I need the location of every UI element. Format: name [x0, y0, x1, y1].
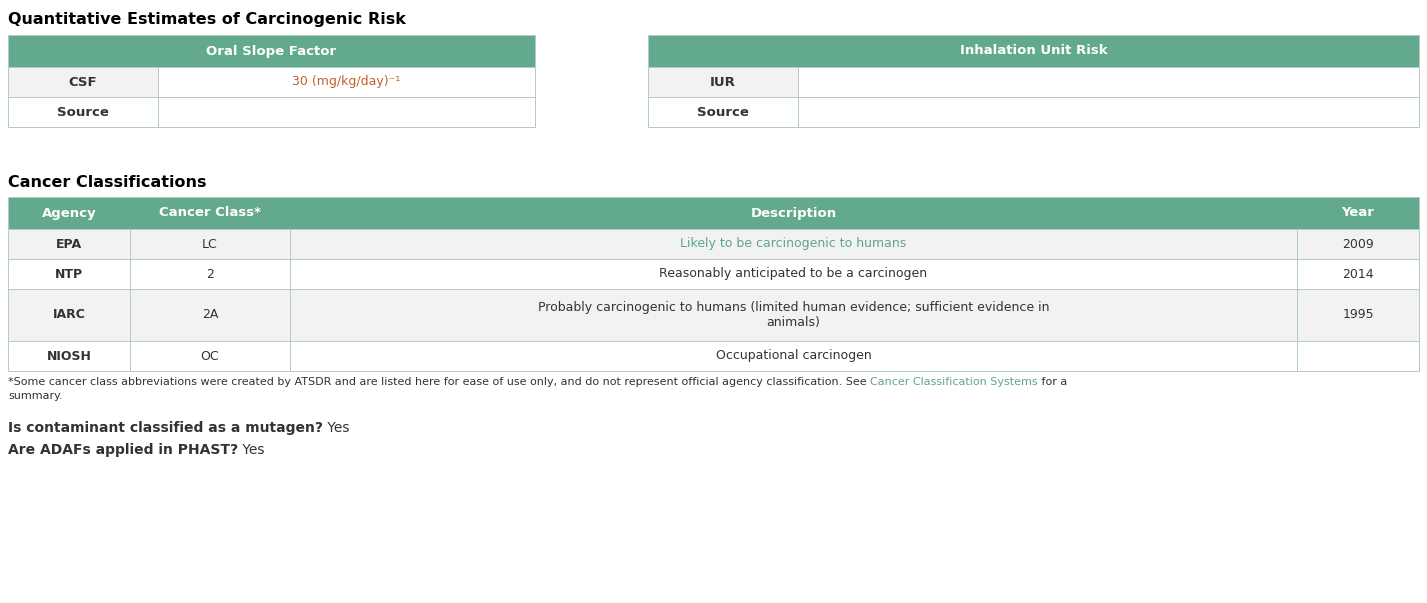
Bar [130, 289, 290, 341]
Text: 30 (mg/kg/day)⁻¹: 30 (mg/kg/day)⁻¹ [293, 75, 401, 89]
Text: 2: 2 [205, 268, 214, 280]
Text: 1995: 1995 [1343, 309, 1374, 321]
Text: IUR: IUR [711, 75, 736, 89]
Text: LC: LC [203, 238, 218, 250]
Text: Description: Description [751, 206, 836, 219]
Text: Cancer Classification Systems: Cancer Classification Systems [870, 377, 1037, 387]
Text: Source: Source [57, 106, 108, 119]
Bar [1297, 341, 1418, 371]
Text: Year: Year [1341, 206, 1374, 219]
Text: Are ADAFs applied in PHAST?: Are ADAFs applied in PHAST? [9, 443, 238, 457]
Bar [9, 259, 130, 289]
Bar [9, 229, 130, 259]
Bar [9, 97, 158, 127]
Bar [290, 229, 1297, 259]
Text: Oral Slope Factor: Oral Slope Factor [207, 45, 337, 57]
Bar [158, 67, 535, 97]
Text: Likely to be carcinogenic to humans: Likely to be carcinogenic to humans [681, 238, 906, 250]
Bar [158, 97, 535, 127]
Text: EPA: EPA [56, 238, 83, 250]
Text: Are ADAFs applied in PHAST?: Are ADAFs applied in PHAST? [9, 443, 238, 457]
Text: OC: OC [201, 350, 220, 362]
Bar [9, 35, 535, 67]
Text: NIOSH: NIOSH [47, 350, 91, 362]
Text: Cancer Class*: Cancer Class* [158, 206, 261, 219]
Bar [798, 67, 1418, 97]
Text: Cancer Classifications: Cancer Classifications [9, 175, 207, 190]
Bar [1297, 229, 1418, 259]
Text: 2009: 2009 [1343, 238, 1374, 250]
Text: IARC: IARC [53, 309, 86, 321]
Bar [9, 197, 1418, 229]
Bar [1297, 289, 1418, 341]
Text: Reasonably anticipated to be a carcinogen: Reasonably anticipated to be a carcinoge… [659, 268, 928, 280]
Text: summary.: summary. [9, 391, 63, 401]
Bar [130, 259, 290, 289]
Text: Source: Source [696, 106, 749, 119]
Text: CSF: CSF [68, 75, 97, 89]
Text: 2A: 2A [201, 309, 218, 321]
Bar [648, 35, 1418, 67]
Bar [648, 97, 798, 127]
Text: 2014: 2014 [1343, 268, 1374, 280]
Text: Occupational carcinogen: Occupational carcinogen [715, 350, 872, 362]
Bar [130, 229, 290, 259]
Bar [9, 341, 130, 371]
Bar [648, 67, 798, 97]
Bar [1297, 259, 1418, 289]
Text: NTP: NTP [54, 268, 83, 280]
Bar [798, 97, 1418, 127]
Text: Probably carcinogenic to humans (limited human evidence; sufficient evidence in
: Probably carcinogenic to humans (limited… [538, 301, 1049, 329]
Text: Is contaminant classified as a mutagen?: Is contaminant classified as a mutagen? [9, 421, 323, 435]
Bar [290, 341, 1297, 371]
Text: Yes: Yes [238, 443, 264, 457]
Bar [290, 259, 1297, 289]
Text: Agency: Agency [41, 206, 96, 219]
Bar [130, 341, 290, 371]
Bar [9, 289, 130, 341]
Text: Yes: Yes [323, 421, 350, 435]
Bar [290, 289, 1297, 341]
Text: *Some cancer class abbreviations were created by ATSDR and are listed here for e: *Some cancer class abbreviations were cr… [9, 377, 870, 387]
Text: Is contaminant classified as a mutagen?: Is contaminant classified as a mutagen? [9, 421, 323, 435]
Text: Inhalation Unit Risk: Inhalation Unit Risk [960, 45, 1107, 57]
Text: Quantitative Estimates of Carcinogenic Risk: Quantitative Estimates of Carcinogenic R… [9, 12, 405, 27]
Text: for a: for a [1037, 377, 1067, 387]
Bar [9, 67, 158, 97]
